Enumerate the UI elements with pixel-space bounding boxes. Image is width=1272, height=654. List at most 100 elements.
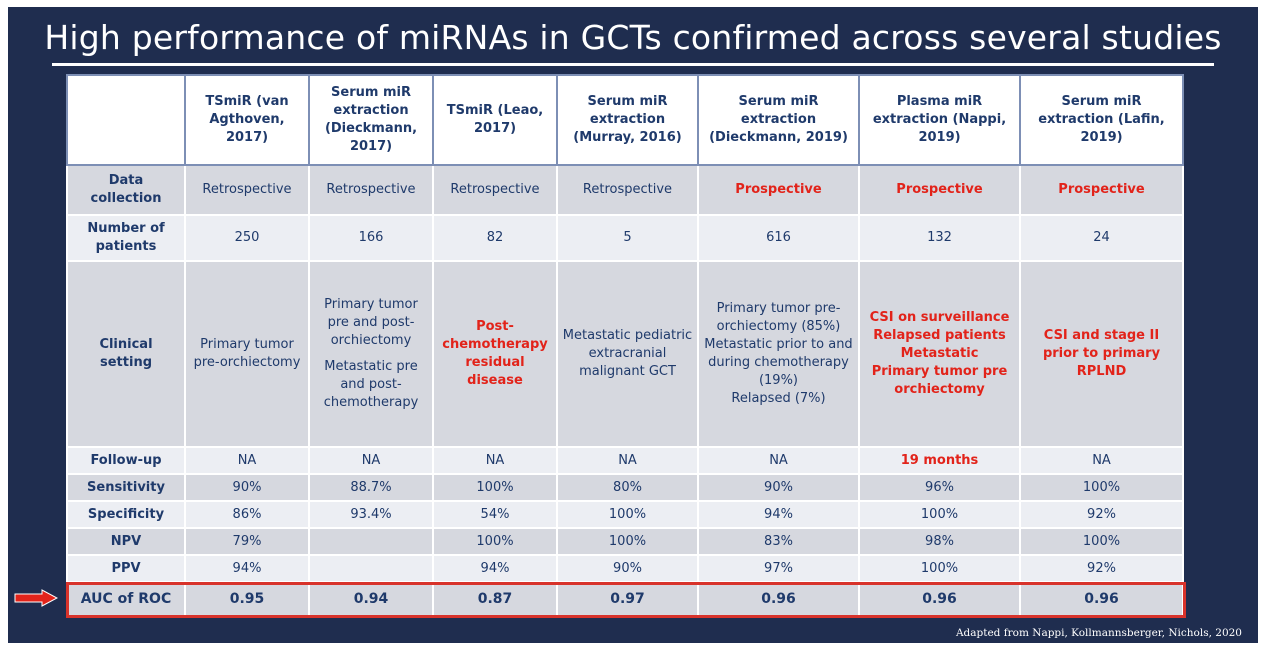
cell: Prospective bbox=[1019, 164, 1184, 216]
row-follow-up: Follow-up NA NA NA NA NA 19 months NA bbox=[66, 446, 1184, 475]
cell: Retrospective bbox=[432, 164, 558, 216]
cell: 5 bbox=[556, 214, 699, 262]
cell: CSI and stage II prior to primary RPLND bbox=[1019, 260, 1184, 448]
cell: Retrospective bbox=[556, 164, 699, 216]
arrow-right-icon bbox=[14, 589, 58, 607]
row-label: Clinical setting bbox=[66, 260, 186, 448]
row-ppv: PPV 94% 94% 90% 97% 100% 92% bbox=[66, 554, 1184, 583]
cell: 96% bbox=[858, 473, 1021, 502]
cell: 93.4% bbox=[308, 500, 434, 529]
cell bbox=[308, 554, 434, 583]
row-patients: Number of patients 250 166 82 5 616 132 … bbox=[66, 214, 1184, 262]
cell: 250 bbox=[184, 214, 310, 262]
cell-line: Metastatic prior to and during chemother… bbox=[704, 337, 853, 388]
cell: NA bbox=[556, 446, 699, 475]
header-corner bbox=[66, 74, 186, 166]
cell: 0.94 bbox=[308, 581, 434, 617]
cell: 98% bbox=[858, 527, 1021, 556]
cell: 166 bbox=[308, 214, 434, 262]
row-label: Specificity bbox=[66, 500, 186, 529]
row-label: PPV bbox=[66, 554, 186, 583]
title-underline bbox=[52, 63, 1214, 66]
cell: 94% bbox=[697, 500, 860, 529]
cell: Prospective bbox=[858, 164, 1021, 216]
cell: 100% bbox=[432, 473, 558, 502]
row-label: Number of patients bbox=[66, 214, 186, 262]
cell: NA bbox=[1019, 446, 1184, 475]
cell: 616 bbox=[697, 214, 860, 262]
cell: 100% bbox=[432, 527, 558, 556]
cell: 0.87 bbox=[432, 581, 558, 617]
cell: NA bbox=[184, 446, 310, 475]
cell: 92% bbox=[1019, 554, 1184, 583]
cell: Primary tumor pre and post-orchiectomy M… bbox=[308, 260, 434, 448]
cell: 92% bbox=[1019, 500, 1184, 529]
cell: 0.97 bbox=[556, 581, 699, 617]
row-auc-roc: AUC of ROC 0.95 0.94 0.87 0.97 0.96 0.96… bbox=[66, 581, 1184, 617]
cell: 100% bbox=[1019, 527, 1184, 556]
column-header: Serum miR extraction (Dieckmann, 2017) bbox=[308, 74, 434, 166]
column-header: TSmiR (van Agthoven, 2017) bbox=[184, 74, 310, 166]
cell-line: Relapsed (7%) bbox=[731, 391, 826, 406]
cell-line: Relapsed patients bbox=[873, 328, 1006, 343]
column-header: Plasma miR extraction (Nappi, 2019) bbox=[858, 74, 1021, 166]
cell: 0.96 bbox=[858, 581, 1021, 617]
slide-title: High performance of miRNAs in GCTs confi… bbox=[44, 18, 1222, 57]
cell: 83% bbox=[697, 527, 860, 556]
cell-line: Primary tumor pre orchiectomy bbox=[871, 364, 1008, 397]
cell: Primary tumor pre-orchiectomy (85%) Meta… bbox=[697, 260, 860, 448]
row-npv: NPV 79% 100% 100% 83% 98% 100% bbox=[66, 527, 1184, 556]
cell: 90% bbox=[697, 473, 860, 502]
cell: 86% bbox=[184, 500, 310, 529]
source-citation: Adapted from Nappi, Kollmannsberger, Nic… bbox=[955, 627, 1242, 639]
column-header: TSmiR (Leao, 2017) bbox=[432, 74, 558, 166]
cell: 94% bbox=[184, 554, 310, 583]
cell: 0.95 bbox=[184, 581, 310, 617]
row-label: NPV bbox=[66, 527, 186, 556]
row-specificity: Specificity 86% 93.4% 54% 100% 94% 100% … bbox=[66, 500, 1184, 529]
cell: Post-chemotherapy residual disease bbox=[432, 260, 558, 448]
row-label: Sensitivity bbox=[66, 473, 186, 502]
cell: 80% bbox=[556, 473, 699, 502]
cell: Retrospective bbox=[184, 164, 310, 216]
cell: 54% bbox=[432, 500, 558, 529]
column-header: Serum miR extraction (Lafin, 2019) bbox=[1019, 74, 1184, 166]
cell: 24 bbox=[1019, 214, 1184, 262]
cell-line: Metastatic pre and post-chemotherapy bbox=[323, 359, 419, 410]
cell: 88.7% bbox=[308, 473, 434, 502]
cell: 94% bbox=[432, 554, 558, 583]
cell: 100% bbox=[858, 554, 1021, 583]
cell: 82 bbox=[432, 214, 558, 262]
cell: 100% bbox=[858, 500, 1021, 529]
cell-line: Primary tumor pre and post-orchiectomy bbox=[324, 297, 418, 348]
cell: 132 bbox=[858, 214, 1021, 262]
cell-line: Primary tumor pre-orchiectomy (85%) bbox=[716, 301, 841, 334]
row-label: Follow-up bbox=[66, 446, 186, 475]
cell: 19 months bbox=[858, 446, 1021, 475]
comparison-table: TSmiR (van Agthoven, 2017) Serum miR ext… bbox=[66, 74, 1184, 617]
row-sensitivity: Sensitivity 90% 88.7% 100% 80% 90% 96% 1… bbox=[66, 473, 1184, 502]
cell-line: Metastatic bbox=[900, 346, 979, 361]
cell: 0.96 bbox=[697, 581, 860, 617]
cell: 100% bbox=[556, 527, 699, 556]
cell: Primary tumor pre-orchiectomy bbox=[184, 260, 310, 448]
cell: 90% bbox=[556, 554, 699, 583]
cell: 0.96 bbox=[1019, 581, 1184, 617]
row-clinical-setting: Clinical setting Primary tumor pre-orchi… bbox=[66, 260, 1184, 448]
cell: CSI on surveillance Relapsed patients Me… bbox=[858, 260, 1021, 448]
cell: NA bbox=[697, 446, 860, 475]
cell: NA bbox=[308, 446, 434, 475]
cell: Metastatic pediatric extracranial malign… bbox=[556, 260, 699, 448]
cell: Retrospective bbox=[308, 164, 434, 216]
row-label: Data collection bbox=[66, 164, 186, 216]
cell: 100% bbox=[556, 500, 699, 529]
cell: 97% bbox=[697, 554, 860, 583]
cell bbox=[308, 527, 434, 556]
row-data-collection: Data collection Retrospective Retrospect… bbox=[66, 164, 1184, 216]
header-row: TSmiR (van Agthoven, 2017) Serum miR ext… bbox=[66, 74, 1184, 166]
cell-line: CSI on surveillance bbox=[869, 310, 1010, 325]
row-label: AUC of ROC bbox=[66, 581, 186, 617]
cell: NA bbox=[432, 446, 558, 475]
cell: 79% bbox=[184, 527, 310, 556]
cell: Prospective bbox=[697, 164, 860, 216]
